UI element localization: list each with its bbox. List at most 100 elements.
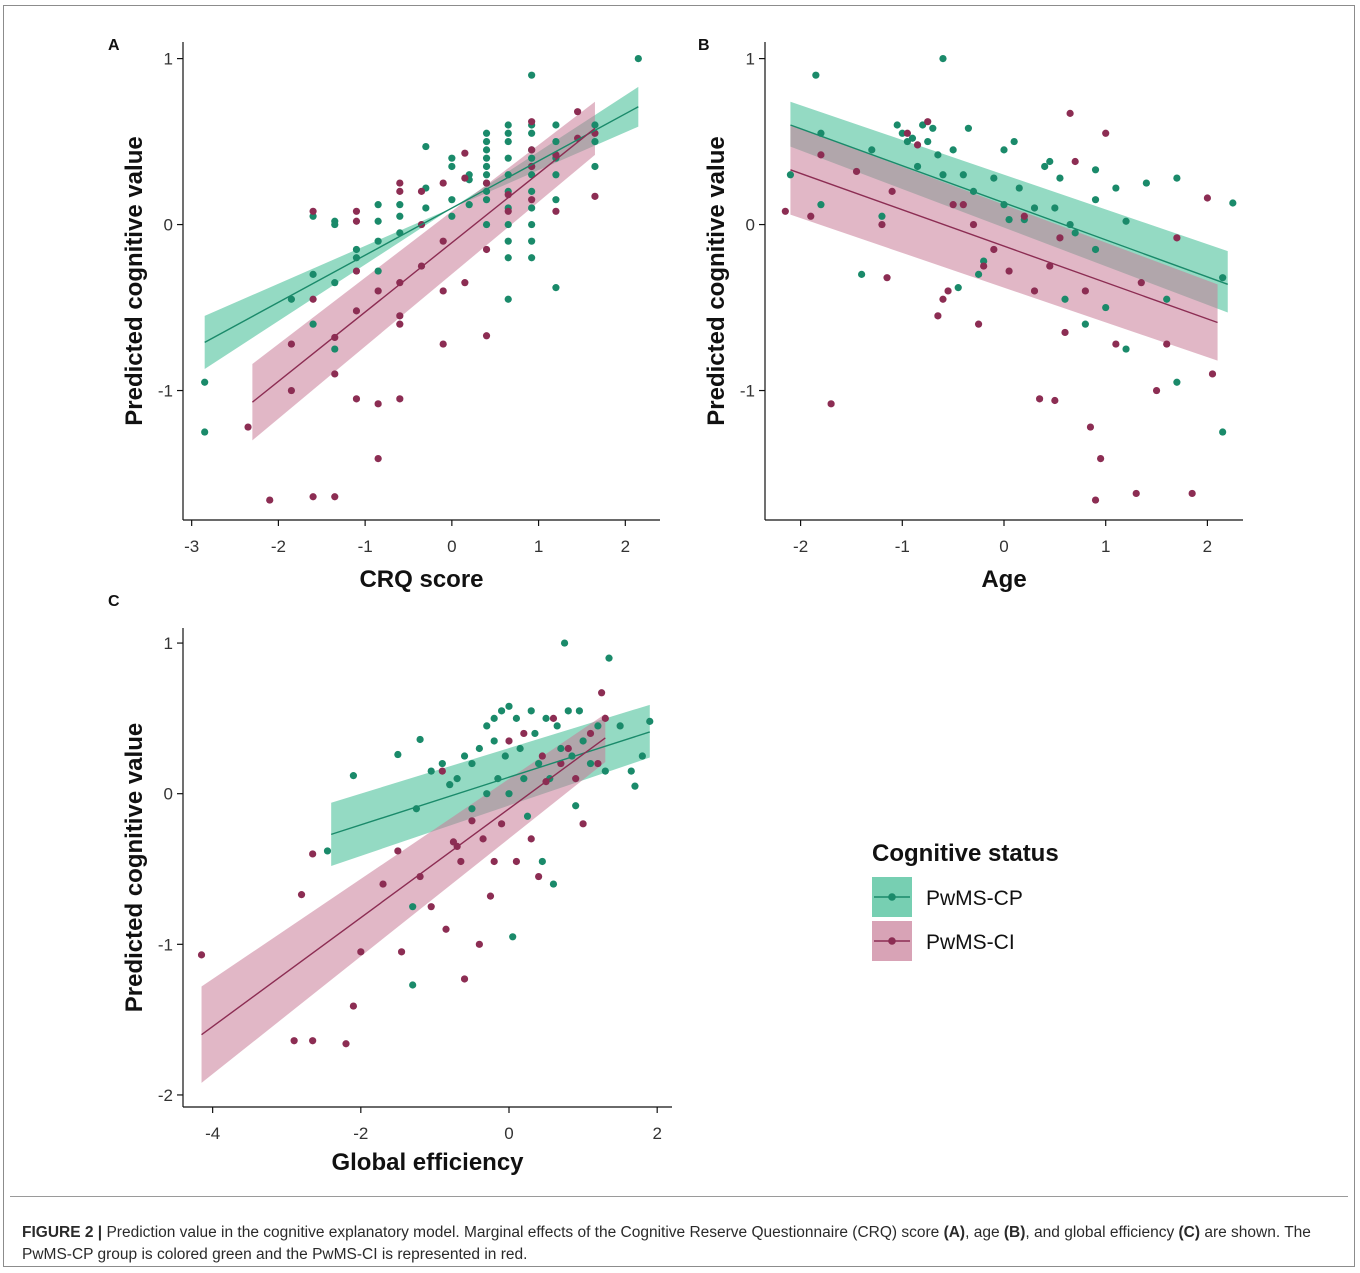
- data-point-pwms-cp: [538, 857, 546, 866]
- panel-c: C -4 -2 0 2 -2 -1 0 1 Global efficiency Predicted …: [108, 593, 672, 1176]
- caption-ref-a: (A): [943, 1224, 966, 1241]
- data-point-pwms-cp: [505, 702, 513, 710]
- data-point-pwms-ci: [888, 187, 896, 195]
- data-point-pwms-cp: [1173, 174, 1181, 182]
- panel-a: A -3 -2 -1 0 1 2 -1 0 1 CRQ score Predicted cogniti…: [108, 37, 660, 593]
- legend: Cognitive status PwMS-CP PwMS-CI: [872, 840, 1059, 961]
- data-point-pwms-cp: [468, 805, 476, 813]
- data-point-pwms-cp: [1000, 146, 1008, 154]
- x-tick-label: 0: [999, 537, 1008, 556]
- data-point-pwms-ci: [528, 146, 536, 154]
- data-point-pwms-ci: [352, 207, 361, 215]
- data-point-pwms-ci: [852, 167, 861, 176]
- data-point-pwms-ci: [535, 872, 543, 881]
- data-point-pwms-cp: [409, 981, 417, 989]
- data-point-pwms-cp: [438, 759, 446, 768]
- data-point-pwms-ci: [883, 274, 891, 282]
- data-point-pwms-cp: [528, 129, 536, 137]
- x-tick-label: -4: [205, 1124, 220, 1143]
- data-point-pwms-ci: [417, 187, 426, 195]
- fit-line-pwms-cp: [330, 731, 650, 836]
- x-tick-label: -1: [895, 537, 910, 556]
- data-point-pwms-ci: [396, 395, 404, 403]
- data-point-pwms-cp: [631, 782, 639, 790]
- data-point-pwms-ci: [1061, 328, 1069, 337]
- x-axis-label: Global efficiency: [331, 1149, 524, 1176]
- data-point-pwms-cp: [501, 752, 509, 760]
- data-point-pwms-cp: [528, 237, 536, 245]
- data-point-pwms-cp: [1081, 320, 1089, 328]
- data-point-pwms-cp: [374, 217, 382, 225]
- data-point-pwms-cp: [374, 237, 382, 245]
- data-point-pwms-cp: [528, 254, 536, 262]
- y-tick-label: 0: [164, 785, 173, 804]
- data-point-pwms-cp: [553, 722, 561, 730]
- data-point-pwms-cp: [460, 752, 469, 760]
- data-point-pwms-cp: [409, 903, 417, 911]
- data-point-pwms-cp: [453, 775, 461, 783]
- data-point-pwms-cp: [490, 737, 498, 745]
- data-point-pwms-ci: [1112, 340, 1120, 348]
- data-point-pwms-ci: [475, 940, 483, 948]
- fit-line-pwms-cp: [790, 124, 1228, 285]
- data-point-pwms-ci: [1188, 489, 1196, 498]
- data-point-pwms-cp: [512, 714, 521, 722]
- data-point-pwms-ci: [374, 400, 382, 408]
- data-point-pwms-cp: [949, 146, 957, 154]
- data-point-pwms-cp: [323, 847, 332, 855]
- data-point-pwms-ci: [396, 320, 404, 328]
- data-point-pwms-ci: [439, 179, 447, 187]
- data-point-pwms-ci: [520, 729, 528, 738]
- confidence-band-pwms-ci: [252, 101, 595, 441]
- data-point-pwms-cp: [1091, 245, 1100, 254]
- data-point-pwms-ci: [442, 925, 450, 933]
- data-point-pwms-ci: [990, 245, 998, 254]
- data-point-pwms-ci: [564, 744, 572, 753]
- data-point-pwms-ci: [357, 948, 365, 956]
- legend-marker: [888, 937, 896, 945]
- data-point-pwms-ci: [598, 689, 606, 697]
- data-point-pwms-ci: [427, 903, 435, 911]
- data-point-pwms-ci: [331, 493, 339, 501]
- data-point-pwms-cp: [646, 717, 654, 725]
- data-point-pwms-cp: [483, 722, 491, 730]
- data-point-pwms-ci: [586, 729, 595, 738]
- data-point-pwms-ci: [1020, 212, 1028, 220]
- fit-line-pwms-ci: [251, 127, 596, 403]
- data-point-pwms-ci: [290, 1037, 298, 1045]
- data-point-pwms-cp: [497, 707, 506, 715]
- data-point-pwms-cp: [572, 802, 580, 810]
- data-point-pwms-cp: [868, 146, 876, 154]
- data-point-pwms-cp: [564, 707, 572, 715]
- data-point-pwms-ci: [974, 320, 983, 328]
- data-point-pwms-ci: [331, 370, 339, 378]
- data-point-pwms-ci: [309, 295, 317, 303]
- data-point-pwms-ci: [309, 850, 317, 858]
- data-point-pwms-cp: [520, 775, 528, 783]
- data-point-pwms-cp: [939, 54, 947, 63]
- data-point-pwms-ci: [468, 817, 476, 825]
- data-point-pwms-cp: [528, 220, 536, 229]
- confidence-band-pwms-ci: [790, 124, 1218, 361]
- data-point-pwms-cp: [1010, 137, 1018, 146]
- legend-label: PwMS-CI: [926, 931, 1015, 954]
- data-point-pwms-ci: [396, 187, 404, 195]
- data-point-pwms-ci: [352, 217, 361, 225]
- data-point-pwms-cp: [605, 654, 613, 662]
- data-point-pwms-ci: [939, 295, 947, 303]
- data-point-pwms-ci: [1203, 194, 1212, 202]
- data-point-pwms-ci: [878, 220, 886, 229]
- data-point-pwms-cp: [528, 154, 536, 162]
- y-tick-label: 0: [164, 216, 173, 235]
- data-point-pwms-cp: [201, 378, 209, 386]
- data-point-pwms-ci: [397, 948, 406, 956]
- data-point-pwms-cp: [1051, 204, 1059, 212]
- data-point-pwms-cp: [531, 729, 539, 738]
- data-point-pwms-ci: [394, 847, 402, 855]
- x-tick-label: -1: [358, 537, 373, 556]
- data-point-pwms-cp: [349, 772, 358, 780]
- x-tick-label: -3: [184, 537, 199, 556]
- data-point-pwms-cp: [482, 146, 491, 154]
- x-tick-label: 2: [652, 1124, 661, 1143]
